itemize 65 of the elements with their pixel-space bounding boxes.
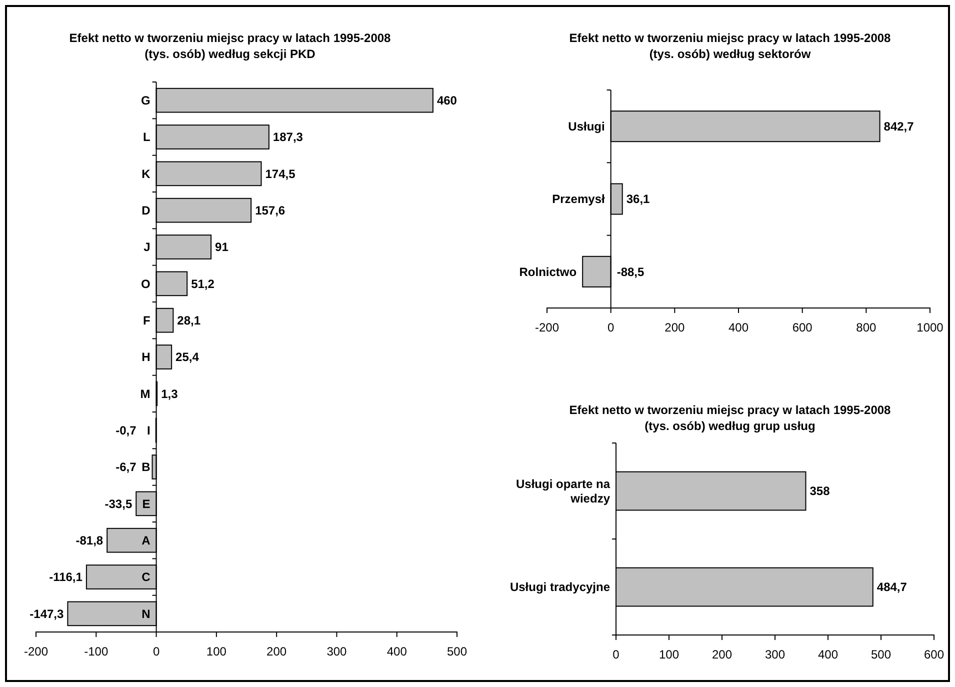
x-tick-label: 0 [612, 648, 620, 662]
y-tick-label: Usługi oparte na wiedzy [516, 477, 610, 506]
data-label: 484,7 [876, 580, 908, 594]
data-label: 358 [810, 484, 830, 498]
data-label: 36,1 [626, 192, 650, 206]
data-label: -116,1 [49, 570, 83, 584]
y-tick-label: H [142, 350, 150, 364]
x-tick-label: 500 [870, 648, 892, 662]
data-label: -147,3 [30, 606, 64, 621]
y-tick-label: N [142, 606, 150, 621]
x-tick-label: 500 [446, 644, 468, 659]
data-label: 1,3 [161, 386, 178, 401]
data-label: -6,7 [116, 460, 137, 474]
x-tick-label: 300 [326, 644, 348, 659]
y-tick-label: G [140, 94, 150, 108]
x-tick-label: 200 [664, 320, 685, 335]
y-tick-label: Usługi tradycyjne [510, 580, 610, 594]
y-tick-label: B [142, 460, 151, 474]
y-tick-label: Przemysł [552, 192, 606, 206]
x-tick-label: 300 [764, 648, 786, 662]
y-tick-label: F [142, 314, 150, 328]
y-tick-label: C [142, 570, 151, 584]
x-tick-label: -200 [534, 320, 560, 335]
data-label: 91 [215, 240, 229, 254]
data-label: 842,7 [884, 120, 914, 134]
data-label: -81,8 [76, 534, 104, 548]
data-label: -0,7 [116, 424, 137, 438]
data-label: 157,6 [255, 204, 286, 218]
x-tick-label: 1000 [916, 320, 944, 335]
chart-title: Efekt netto w tworzeniu miejsc pracy w latach 1995-2008 (tys. osób) według sekcji PKD [69, 31, 392, 62]
x-tick-label: 0 [607, 320, 614, 335]
x-tick-label: 100 [658, 648, 680, 662]
data-label: 28,1 [177, 314, 201, 328]
y-tick-label: E [142, 496, 150, 511]
x-tick-label: 600 [924, 648, 944, 662]
y-tick-label: K [142, 166, 151, 181]
x-tick-label: 400 [818, 648, 838, 662]
chart-title: Efekt netto w tworzeniu miejsc pracy w latach 1995-2008 (tys. osób) według grup usług [569, 403, 892, 434]
x-tick-label: -200 [24, 644, 48, 659]
x-tick-label: 100 [206, 644, 227, 659]
data-label: 25,4 [176, 350, 200, 364]
y-tick-label: O [140, 276, 150, 291]
data-label: -88,5 [616, 264, 645, 279]
y-tick-label: I [146, 424, 150, 438]
x-tick-label: 200 [266, 644, 287, 659]
x-tick-label: 200 [712, 648, 732, 662]
x-tick-label: 400 [728, 320, 749, 335]
data-label: 460 [436, 94, 458, 108]
y-tick-label: J [144, 240, 150, 254]
x-tick-label: -100 [84, 644, 108, 659]
y-tick-label: D [142, 204, 151, 218]
y-tick-label: M [140, 386, 150, 401]
y-tick-label: Rolnictwo [519, 264, 577, 279]
x-tick-label: 800 [856, 320, 876, 335]
data-label: -33,5 [104, 496, 132, 511]
x-tick-label: 0 [152, 644, 160, 659]
data-label: 174,5 [265, 166, 296, 181]
data-label: 187,3 [272, 130, 304, 144]
data-label: 51,2 [191, 276, 215, 291]
x-tick-label: 600 [792, 320, 813, 335]
y-tick-label: A [142, 534, 151, 548]
x-tick-label: 400 [386, 644, 408, 659]
chart-title: Efekt netto w tworzeniu miejsc pracy w latach 1995-2008 (tys. osób) według sektorów [569, 31, 892, 62]
y-tick-label: L [142, 130, 150, 144]
y-tick-label: Usługi [568, 120, 605, 134]
